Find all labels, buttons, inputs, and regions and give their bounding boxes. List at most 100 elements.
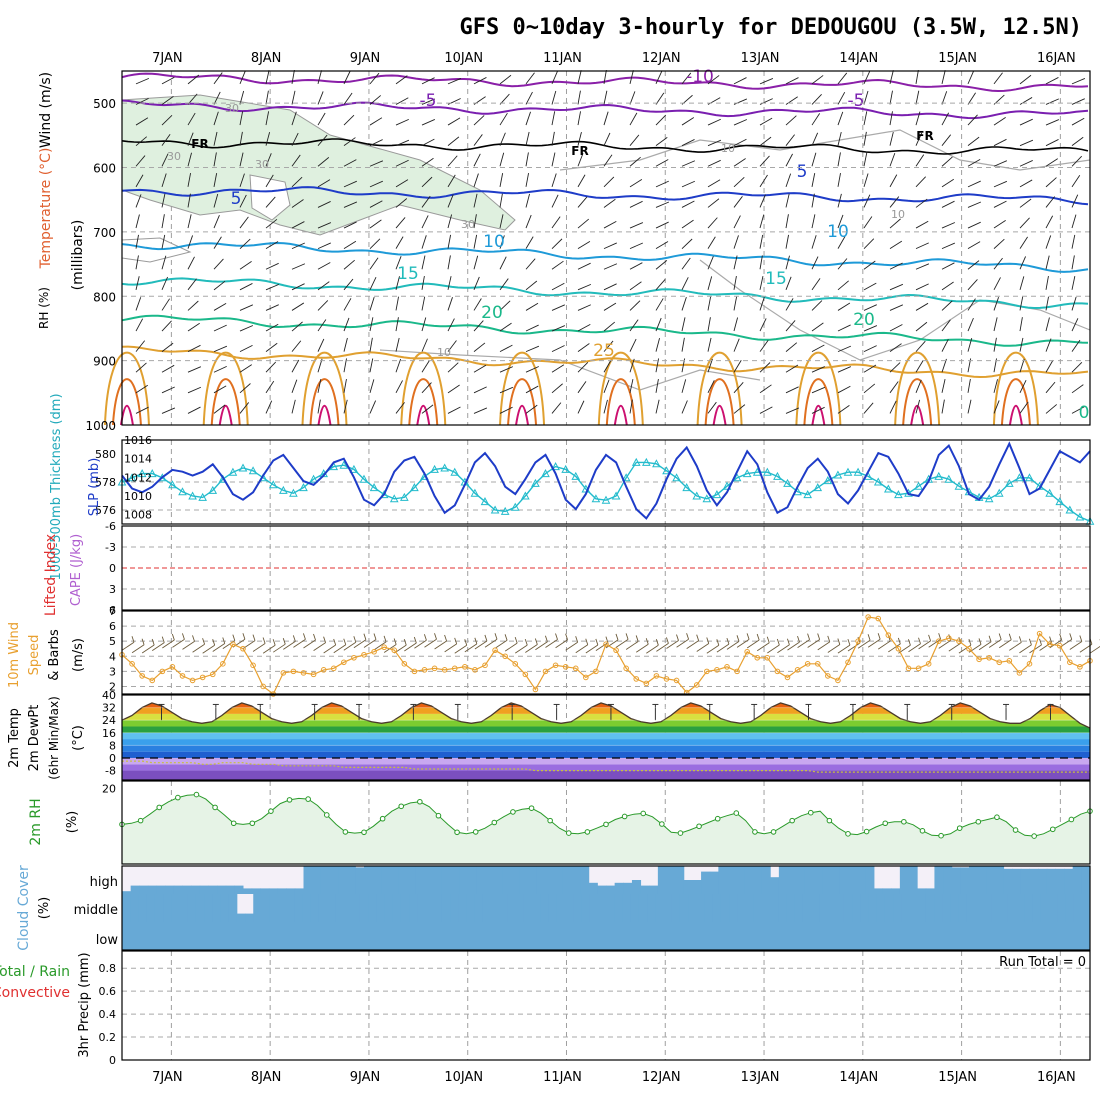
wind-barb [473,407,488,414]
wind-barb [1071,117,1085,126]
surface-contour [499,351,546,426]
wind-barb [676,638,689,648]
wind-barb [603,70,607,84]
wind-barb [1045,139,1059,147]
cloud-bar-middle [310,894,320,922]
rh-contour [559,129,1091,171]
wind-barb [1071,234,1076,249]
wind-speed-point [260,683,266,690]
cloud-bar-middle [786,894,796,922]
surface-contour [704,378,735,426]
thickness-point [944,474,954,483]
wind-barb [577,400,585,414]
surface-contour [515,404,530,426]
wind-barb [629,91,636,105]
wind-barb [577,196,588,208]
wind-speed-point [532,686,539,693]
wind-barb [515,644,528,654]
wind-speed-point [139,673,145,679]
wind-barb [421,404,434,414]
rh-point [640,810,647,817]
wind-barb [811,386,826,394]
wind-speed-point [1006,658,1013,664]
cloud-bar-high [960,867,970,894]
wind-barb [421,176,433,188]
wind-speed-point [451,665,458,672]
wind-barb [681,317,686,332]
wind-barb [213,152,217,167]
rh-point [696,823,702,830]
thickness-point [389,494,399,503]
wind-barb [252,643,266,652]
cloud-bar-high [934,866,944,894]
isotherm-20 [121,314,1089,347]
wind-barb [863,364,877,373]
wind-barb [603,242,617,250]
wind-barb-tick [302,633,306,640]
wind-barb [447,318,455,332]
wind-barb [767,644,780,654]
thickness-point [137,469,147,478]
wind-barb [473,298,482,311]
cloud-bar-high [545,866,555,894]
cloud-bar-high [865,866,875,894]
slp-line [121,441,1091,520]
wind-barb [1045,296,1049,311]
axis-title-temperature: Temperature (°C) [38,148,54,270]
wind-speed-point [764,654,771,661]
wind-barb [915,70,919,84]
wind-barb [317,262,331,270]
cloud-bar-middle [638,894,648,922]
wind-barb [317,179,331,188]
cloud-bar-middle [409,894,418,922]
wind-barb [941,399,945,414]
wind-barb [161,133,171,146]
cloud-bar-middle [811,894,820,922]
temp-tick-label: 32 [102,702,116,715]
wind-barb [161,234,166,249]
wind-barb [187,214,192,229]
cloud-bar-middle [327,894,336,922]
wind-barb [603,154,613,167]
wind-barb [135,255,139,270]
wind-barb [499,132,506,146]
thickness-point [450,467,460,476]
wind-barb [785,255,790,270]
wind-barb [525,280,538,291]
wind-barb [395,276,400,290]
axis-title-wind: Wind (m/s) [38,72,54,148]
wind-barb-tick [746,633,750,640]
wind-barb-tick [756,633,760,641]
wind-tick-label: 7 [109,605,116,618]
cloud-bar-high [433,866,443,894]
cloud-bar-high [251,888,261,894]
thickness-point [168,480,177,489]
cloud-bar-middle [343,894,353,922]
axis-title-total-rain: Total / Rain [0,964,70,980]
wind-barb [811,152,817,167]
cloud-bar-middle [843,894,853,922]
wind-barb [726,640,740,650]
cloud-bar-high [778,866,788,894]
wind-barb [837,111,844,126]
wind-barb [444,643,457,653]
surface-contour [803,378,834,426]
temp-band [122,739,1090,746]
wind-barb [262,644,276,654]
thickness-point [894,490,903,499]
wind-barb [265,218,278,229]
wind-barb [785,276,792,291]
wind-barb [655,278,666,291]
cloud-bar-middle [425,894,435,922]
cloud-bar-middle [376,894,386,922]
wind-barb [343,71,351,85]
axis-title-barbs: & Barbs [47,629,62,681]
thickness-point [198,492,208,501]
wind-speed-point [330,665,337,672]
cloud-bar-high [882,888,892,894]
wind-barb [837,366,851,373]
pressure-tick-label: 800 [93,290,116,304]
wind-barb [787,641,800,651]
thickness-point [631,457,641,466]
thickness-point [762,467,772,476]
